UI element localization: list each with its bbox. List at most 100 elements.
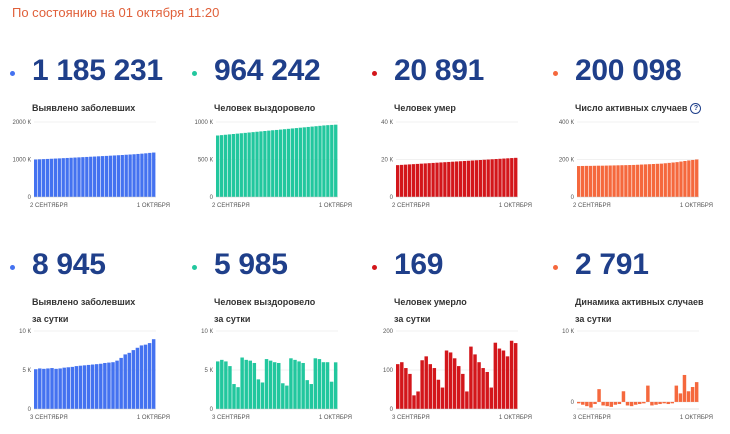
x-tick-label: 1 ОКТЯБРЯ <box>680 415 713 421</box>
bar <box>400 362 404 409</box>
bar <box>647 164 652 197</box>
bar <box>461 373 465 409</box>
bar <box>396 364 400 409</box>
bar <box>139 345 144 409</box>
bar <box>111 362 115 409</box>
bar <box>103 362 107 409</box>
metric-sublabel: за сутки <box>214 314 251 324</box>
bar <box>674 385 679 402</box>
bar <box>66 367 70 409</box>
bar <box>131 350 136 409</box>
bar <box>642 401 646 404</box>
bar <box>77 157 81 197</box>
bar <box>407 164 412 197</box>
bar <box>666 401 670 405</box>
bar <box>326 125 330 197</box>
bar <box>440 387 445 409</box>
bar <box>691 159 695 197</box>
metric-label: Динамика активных случаев <box>575 297 704 307</box>
bar-chart: 10 К 5 К 0 3 СЕНТЯБРЯ 1 ОКТЯБРЯ <box>201 329 352 421</box>
bar <box>513 343 518 409</box>
bar <box>317 359 322 409</box>
bar <box>93 156 97 197</box>
help-icon[interactable]: ? <box>690 103 702 115</box>
bar <box>78 365 83 409</box>
bar <box>74 366 79 409</box>
metric-value: 8 945 <box>32 248 106 281</box>
bar <box>298 127 302 197</box>
bar <box>498 158 502 197</box>
y-tick-label: 0 <box>390 195 394 201</box>
bar <box>85 156 89 197</box>
bar <box>617 401 622 405</box>
bar <box>290 128 295 197</box>
bar <box>636 164 640 197</box>
bar <box>624 165 628 198</box>
bar <box>45 158 50 197</box>
bar <box>224 361 228 409</box>
bar <box>140 153 144 197</box>
bar <box>612 165 616 197</box>
bar <box>104 155 109 197</box>
bar <box>99 363 103 409</box>
bar <box>505 356 510 409</box>
bar <box>259 131 263 198</box>
bar <box>38 368 42 409</box>
bar <box>123 354 127 409</box>
bar <box>650 401 654 406</box>
bar-chart: 40 К 20 К 0 2 СЕНТЯБРЯ 1 ОКТЯБРЯ <box>381 120 532 209</box>
bar <box>318 125 322 197</box>
bar <box>620 165 624 197</box>
bar <box>42 368 46 409</box>
bar <box>136 153 140 197</box>
bar <box>509 340 514 409</box>
y-tick-label: 2000 К <box>12 120 31 126</box>
bar <box>330 124 334 197</box>
bar <box>267 130 271 198</box>
bar <box>89 156 93 197</box>
bar <box>605 401 609 407</box>
bar <box>473 354 477 409</box>
bar <box>247 132 251 197</box>
bar <box>444 350 449 409</box>
x-tick-label: 1 ОКТЯБРЯ <box>499 203 532 209</box>
bar <box>497 348 502 409</box>
metric-card: 200 098 Число активных случаев? 400 К 200 К… <box>551 40 729 240</box>
bar <box>632 164 636 197</box>
bar <box>301 362 305 409</box>
x-tick-label: 2 СЕНТЯБРЯ <box>30 203 68 209</box>
bar <box>577 401 581 404</box>
bar <box>683 161 687 197</box>
bar <box>633 401 638 405</box>
bar <box>628 165 632 197</box>
bar <box>466 160 471 197</box>
bar <box>584 165 589 198</box>
y-tick-label: 100 <box>383 368 394 374</box>
y-tick-label: 400 К <box>559 120 575 126</box>
bar <box>294 128 299 197</box>
bar <box>58 368 62 409</box>
bar <box>403 164 408 197</box>
x-tick-label: 1 ОКТЯБРЯ <box>680 203 713 209</box>
bar <box>70 366 75 409</box>
bar <box>239 133 243 197</box>
y-tick-label: 0 <box>210 407 214 413</box>
bullet-dot-icon <box>192 71 197 76</box>
bar <box>333 362 338 409</box>
bar <box>600 165 604 197</box>
bar <box>404 368 408 409</box>
bar <box>144 153 148 197</box>
bar <box>277 362 281 409</box>
metric-card: 5 985 Человек выздоровело за сутки 10 К 5 К 0… <box>190 234 368 434</box>
bar <box>501 350 506 409</box>
x-tick-label: 1 ОКТЯБРЯ <box>499 415 532 421</box>
y-tick-label: 10 К <box>201 329 213 335</box>
bar <box>608 165 612 197</box>
x-tick-label: 1 ОКТЯБРЯ <box>137 415 170 421</box>
bar <box>663 163 667 197</box>
bar <box>216 361 220 409</box>
bar <box>411 164 416 197</box>
metric-value: 200 098 <box>575 54 682 87</box>
metric-value: 2 791 <box>575 248 649 281</box>
bar <box>486 159 490 197</box>
